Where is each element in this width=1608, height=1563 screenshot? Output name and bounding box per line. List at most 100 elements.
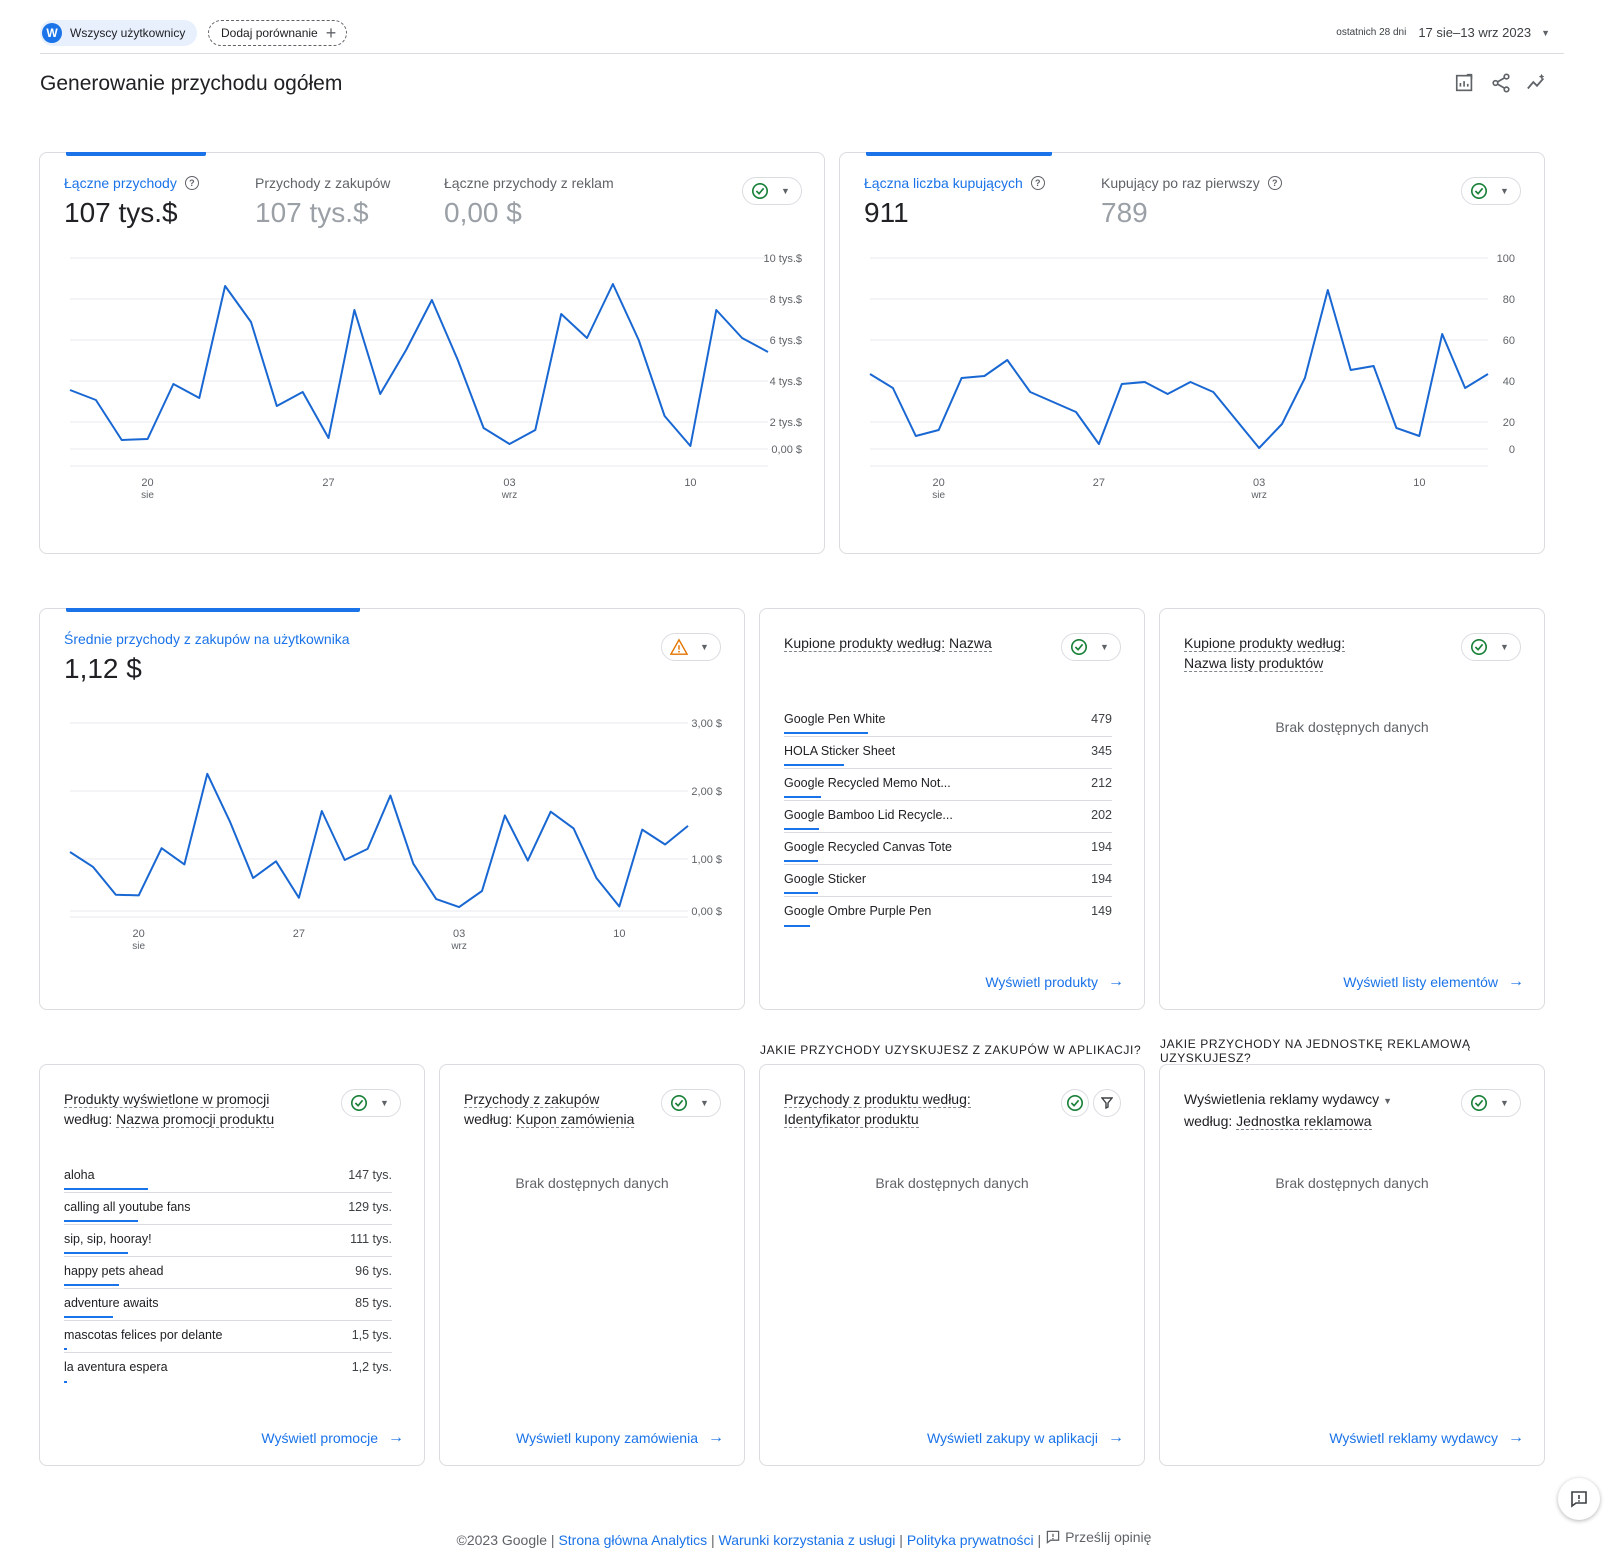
analytics-home-link[interactable]: Strona główna Analytics [558, 1532, 708, 1548]
data-quality-pill[interactable]: ▼ [1461, 1089, 1521, 1117]
dimension-selector[interactable]: Identyfikator produktu [784, 1111, 919, 1128]
metric-selector[interactable]: Przychody z produktu według: [784, 1091, 971, 1108]
metric-label: Łączne przychody z reklam [444, 175, 614, 191]
dimension-selector[interactable]: Nazwa promocji produktu [116, 1111, 275, 1128]
list-item[interactable]: aloha 147 tys. [64, 1161, 392, 1193]
list-item[interactable]: la aventura espera 1,2 tys. [64, 1353, 392, 1385]
list-item[interactable]: happy pets ahead 96 tys. [64, 1257, 392, 1289]
dimension-selector[interactable]: Jednostka reklamowa [1236, 1113, 1372, 1130]
list-item[interactable]: calling all youtube fans 129 tys. [64, 1193, 392, 1225]
list-item[interactable]: Google Ombre Purple Pen 149 [784, 897, 1112, 929]
data-quality-pill[interactable]: ▼ [1061, 633, 1121, 661]
list-item-value: 111 tys. [350, 1232, 392, 1246]
x-tick-sublabel: wrz [450, 941, 467, 952]
y-tick-label: 1,00 $ [691, 854, 722, 866]
x-tick-label: 27 [322, 477, 334, 489]
metric-total-buyers[interactable]: Łączna liczba kupujących? 911 [864, 175, 1045, 229]
list-item-share-bar [64, 1188, 148, 1190]
list-item[interactable]: Google Recycled Canvas Tote 194 [784, 833, 1112, 865]
series-line[interactable] [69, 283, 769, 447]
metric-ad-revenue[interactable]: Łączne przychody z reklam 0,00 $ [444, 175, 614, 229]
y-tick-label: 60 [1503, 335, 1515, 347]
date-range-picker[interactable]: ostatnich 28 dni 17 sie–13 wrz 2023 ▼ [1336, 25, 1550, 40]
dimension-selector[interactable]: Nazwa listy produktów [1184, 655, 1324, 672]
list-item[interactable]: Google Recycled Memo Not... 212 [784, 769, 1112, 801]
no-data-message: Brak dostępnych danych [1275, 1175, 1429, 1191]
add-comparison-button[interactable]: Dodaj porównanie + [208, 20, 348, 46]
help-icon[interactable]: ? [1030, 176, 1045, 190]
view-item-lists-link[interactable]: Wyświetl listy elementów → [1343, 973, 1524, 991]
warning-icon [670, 638, 688, 655]
list-item[interactable]: Google Bamboo Lid Recycle... 202 [784, 801, 1112, 833]
list-item[interactable]: mascotas felices por delante 1,5 tys. [64, 1321, 392, 1353]
metric-selector[interactable]: Kupione produkty według: [784, 635, 946, 652]
metric-label: Łączna liczba kupujących [864, 175, 1023, 191]
check-circle-icon [670, 1094, 688, 1112]
view-app-purchases-link[interactable]: Wyświetl zakupy w aplikacji → [927, 1429, 1124, 1447]
list-item-value: 1,5 tys. [351, 1328, 392, 1342]
insights-icon[interactable] [1526, 72, 1548, 99]
list-item-value: 194 [1091, 840, 1112, 854]
view-products-link[interactable]: Wyświetl produkty → [985, 973, 1124, 991]
list-item-name: adventure awaits [64, 1296, 159, 1310]
chevron-down-icon[interactable]: ▼ [1383, 1096, 1393, 1106]
feedback-fab[interactable] [1558, 1478, 1600, 1520]
data-quality-pill[interactable]: ▼ [661, 1089, 721, 1117]
filter-button[interactable] [1093, 1089, 1121, 1117]
metric-purchase-revenue[interactable]: Przychody z zakupów 107 tys.$ [255, 175, 390, 229]
by-label: według: [64, 1111, 113, 1127]
link-label: Wyświetl kupony zamówienia [516, 1430, 698, 1446]
list-item[interactable]: Google Sticker 194 [784, 865, 1112, 897]
dimension-selector[interactable]: Kupon zamówienia [516, 1111, 635, 1128]
view-publisher-ads-link[interactable]: Wyświetl reklamy wydawcy → [1329, 1429, 1524, 1447]
ad-units-card: Wyświetlenia reklamy wydawcy ▼ według: Je… [1159, 1064, 1545, 1466]
data-quality-pill[interactable]: ▼ [1461, 177, 1521, 205]
series-line[interactable] [869, 289, 1489, 449]
list-item[interactable]: HOLA Sticker Sheet 345 [784, 737, 1112, 769]
date-range-value: 17 sie–13 wrz 2023 [1418, 25, 1532, 40]
report-actions [1454, 72, 1548, 99]
feedback-icon [1046, 1530, 1060, 1544]
view-promotions-link[interactable]: Wyświetl promocje → [261, 1429, 404, 1447]
y-tick-label: 40 [1503, 376, 1515, 388]
x-tick-label: 27 [293, 928, 305, 940]
series-line[interactable] [69, 772, 689, 909]
chevron-down-icon: ▼ [1500, 642, 1509, 652]
help-icon[interactable]: ? [1267, 176, 1282, 190]
list-item[interactable]: sip, sip, hooray! 111 tys. [64, 1225, 392, 1257]
view-coupons-link[interactable]: Wyświetl kupony zamówienia → [516, 1429, 724, 1447]
data-quality-pill[interactable]: ▼ [1461, 633, 1521, 661]
dimension-selector[interactable]: Nazwa [949, 635, 992, 652]
list-item-share-bar [64, 1284, 119, 1286]
chevron-down-icon: ▼ [1500, 1098, 1509, 1108]
data-quality-pill[interactable]: ▼ [341, 1089, 401, 1117]
metric-label: Kupujący po raz pierwszy [1101, 175, 1260, 191]
audience-avatar: W [42, 23, 62, 43]
audience-chip[interactable]: W Wszyscy użytkownicy [40, 20, 198, 46]
metric-total-revenue[interactable]: Łączne przychody? 107 tys.$ [64, 175, 199, 229]
data-quality-pill[interactable]: ▼ [742, 177, 802, 205]
list-item-name: calling all youtube fans [64, 1200, 191, 1214]
terms-link[interactable]: Warunki korzystania z usługi [718, 1532, 896, 1548]
section-question-ad-units: JAKIE PRZYCHODY NA JEDNOSTKĘ REKLAMOWĄ U… [1160, 1037, 1471, 1065]
data-quality-pill[interactable]: ▼ [661, 633, 721, 661]
list-item-name: Google Bamboo Lid Recycle... [784, 808, 953, 822]
feedback-link[interactable]: Prześlij opinię [1045, 1529, 1151, 1545]
share-icon[interactable] [1490, 72, 1512, 99]
data-quality-pill[interactable] [1061, 1089, 1089, 1117]
list-item[interactable]: adventure awaits 85 tys. [64, 1289, 392, 1321]
privacy-link[interactable]: Polityka prywatności [906, 1532, 1034, 1548]
metric-selector[interactable]: Produkty wyświetlone w promocji [64, 1091, 270, 1108]
metric-value: 1,12 $ [64, 653, 142, 684]
metric-selector[interactable]: Przychody z zakupów [464, 1091, 600, 1108]
help-icon[interactable]: ? [184, 176, 199, 190]
metric-arpu[interactable]: Średnie przychody z zakupów na użytkowni… [64, 631, 350, 685]
list-item[interactable]: Google Pen White 479 [784, 705, 1112, 737]
filter-icon [1101, 1097, 1113, 1109]
metric-selector[interactable]: Kupione produkty według: [1184, 635, 1346, 652]
edit-report-icon[interactable] [1454, 72, 1476, 99]
list-item-value: 149 [1091, 904, 1112, 918]
metric-first-time-buyers[interactable]: Kupujący po raz pierwszy? 789 [1101, 175, 1282, 229]
metric-selector[interactable]: Wyświetlenia reklamy wydawcy [1184, 1091, 1380, 1107]
add-comparison-label: Dodaj porównanie [221, 26, 318, 40]
